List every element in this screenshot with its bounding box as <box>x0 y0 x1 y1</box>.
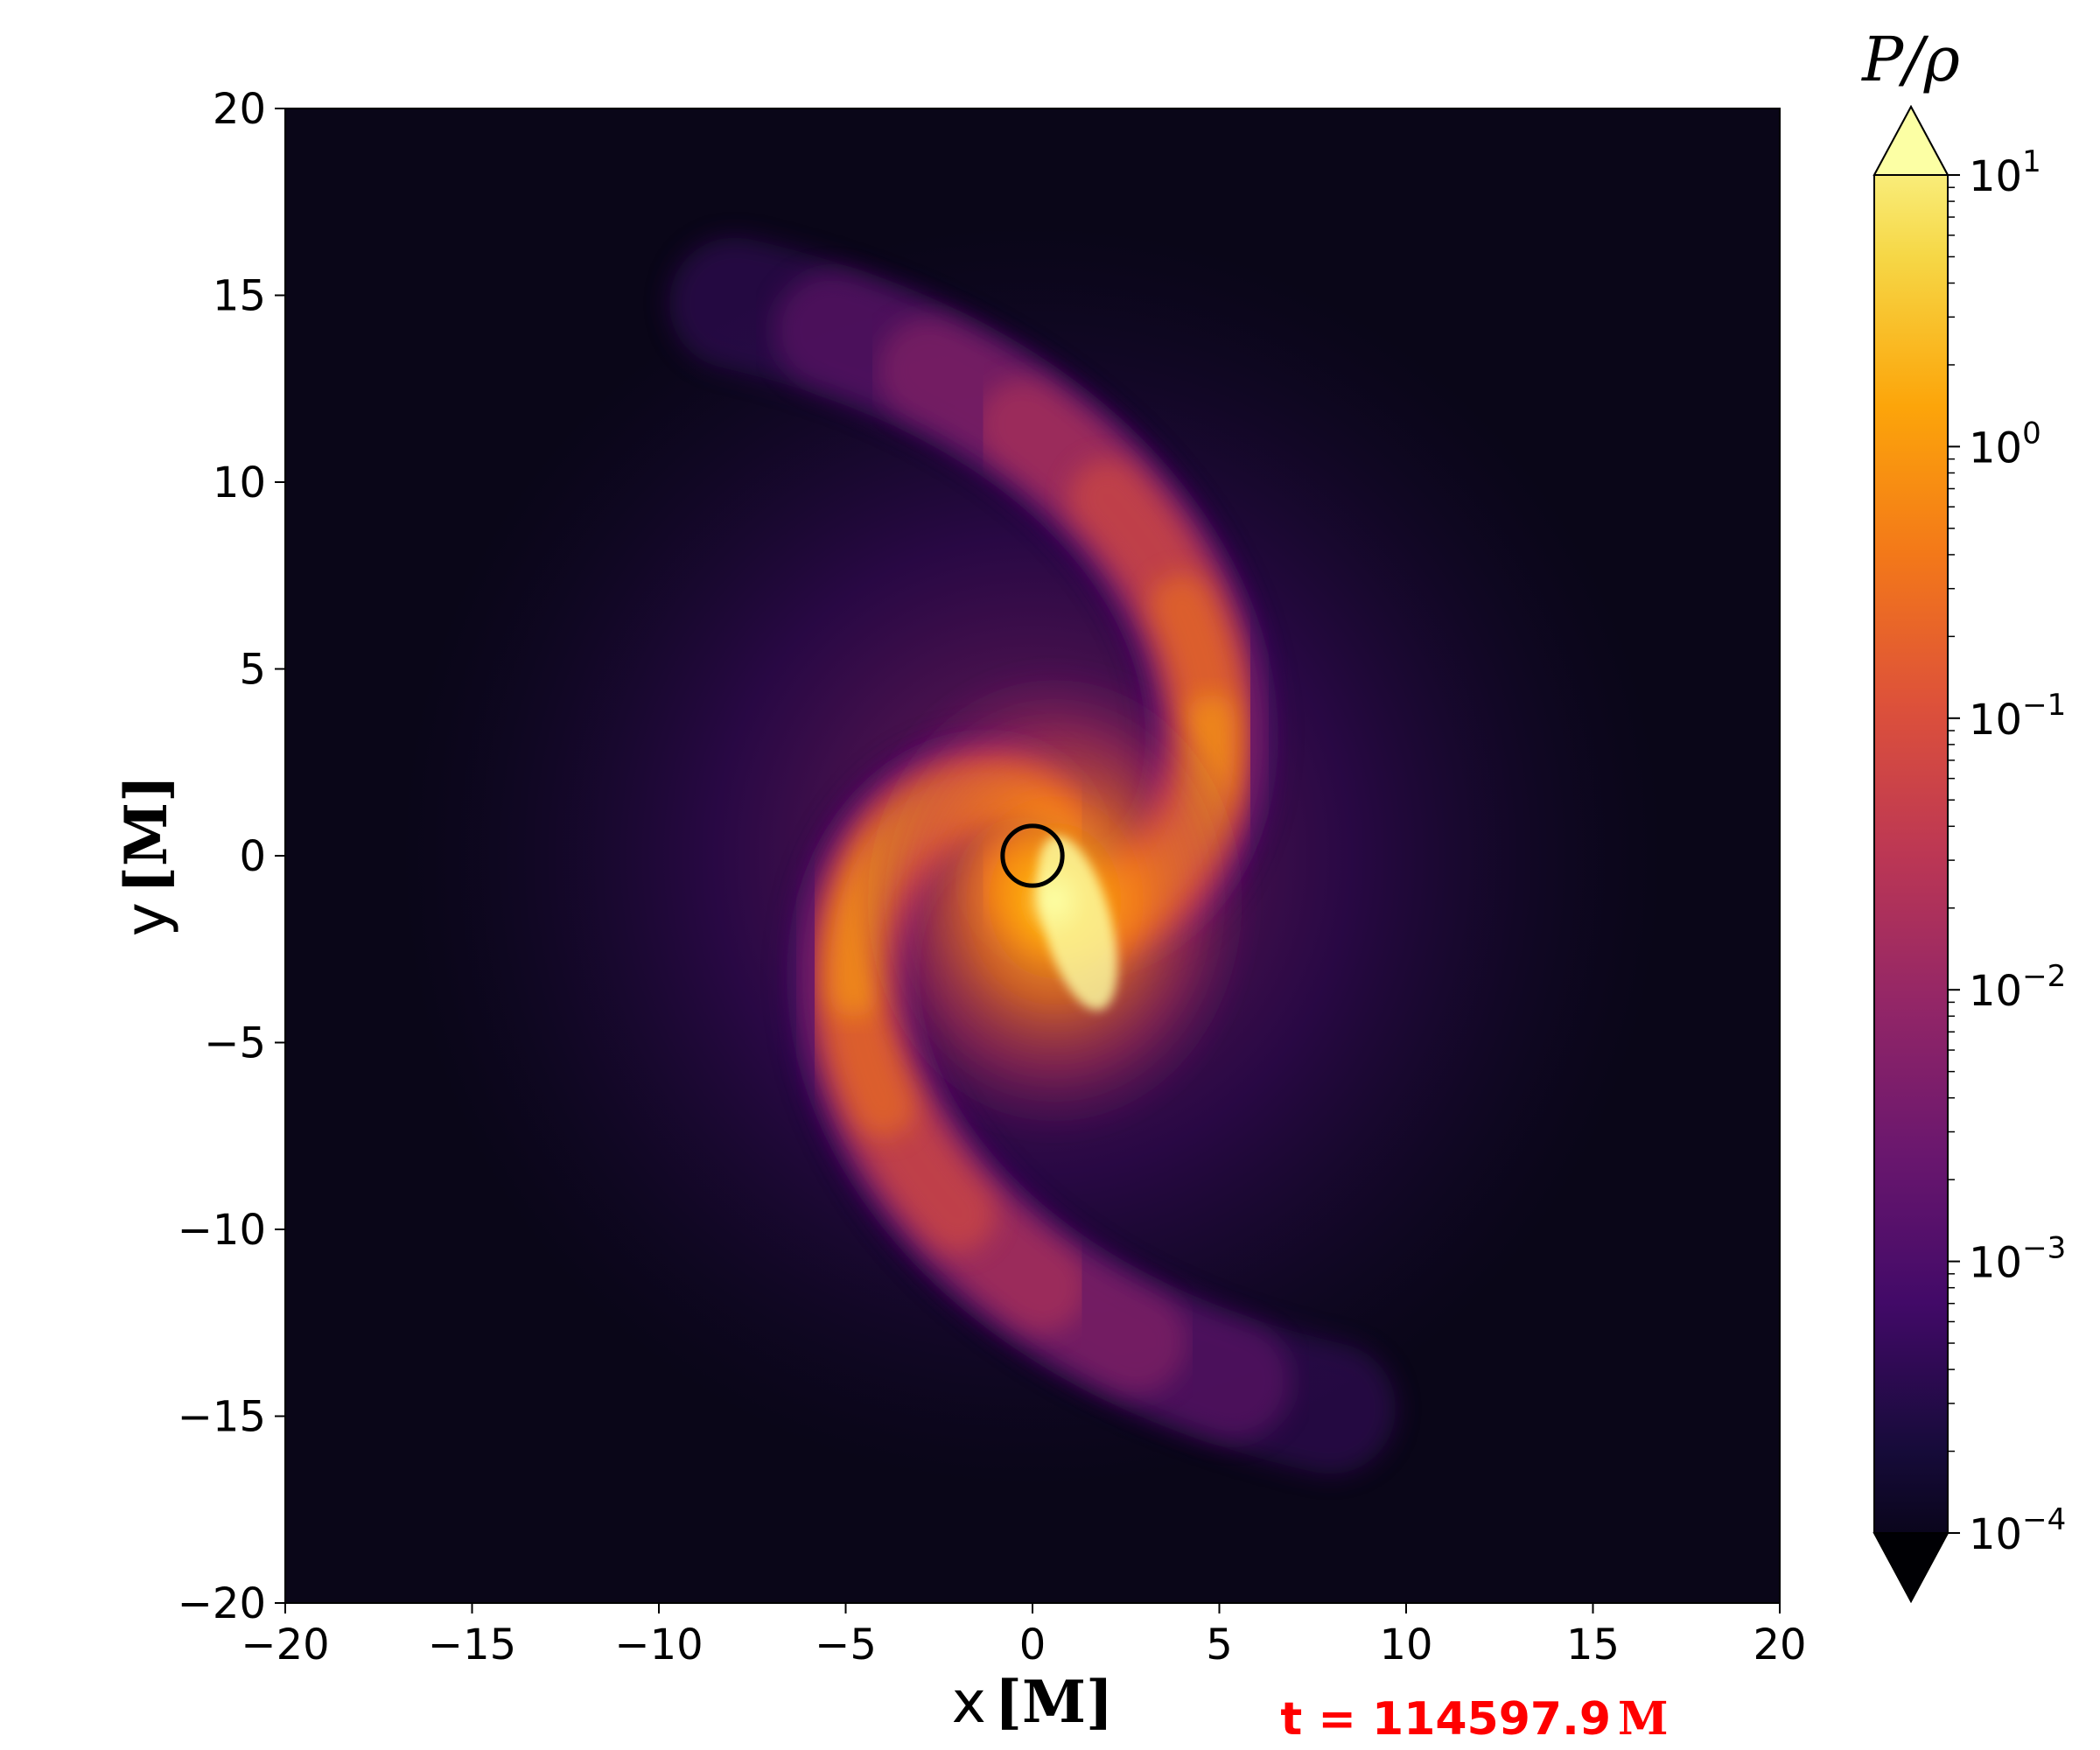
heatmap-field <box>397 220 1668 1491</box>
y-axis-title: y [M] <box>112 775 180 937</box>
y-tick-label: 15 <box>213 272 266 321</box>
colorbar-label: P/ρ <box>1860 24 1960 95</box>
time-annotation: t = 114597.9 M <box>1280 1692 1668 1746</box>
colorbar-tick-label: 10−1 <box>1969 688 2066 745</box>
colorbar-tick-label: 100 <box>1969 416 2041 472</box>
x-tick-label: 20 <box>1753 1620 1806 1670</box>
x-axis-label: x <box>952 1669 986 1736</box>
colorbar-tick-label: 10−2 <box>1969 959 2066 1016</box>
y-tick-label: 0 <box>239 832 266 881</box>
colorbar-tick-label: 101 <box>1969 144 2041 201</box>
colorbar: 101 100 10−1 10−2 10−3 10−4 P/ρ <box>1860 24 2066 1604</box>
x-tick-label: −10 <box>614 1620 703 1670</box>
x-tick-label: 15 <box>1566 1620 1620 1670</box>
colorbar-ticks: 101 100 10−1 10−2 10−3 10−4 <box>1948 144 2066 1559</box>
colorbar-tick-label: 10−3 <box>1969 1231 2066 1288</box>
x-axis-title: x [M] <box>952 1668 1114 1736</box>
plot-area <box>284 108 1781 1604</box>
horizon-circle <box>1000 823 1065 888</box>
x-tick-label: −20 <box>241 1620 329 1670</box>
colorbar-minor-ticks <box>1948 186 1955 1452</box>
x-axis-ticks: −20 −15 −10 −5 0 5 10 15 20 <box>241 1603 1807 1670</box>
y-tick-label: −20 <box>178 1579 266 1628</box>
y-tick-label: −15 <box>178 1393 266 1442</box>
colorbar-tick-label: 10−4 <box>1969 1502 2066 1559</box>
x-tick-label: 10 <box>1379 1620 1432 1670</box>
y-tick-label: 5 <box>239 646 266 695</box>
y-axis-ticks: −20 −15 −10 −5 0 5 10 15 20 <box>178 85 285 1628</box>
hot-filament <box>1037 836 1117 1011</box>
y-axis-unit: [M] <box>112 775 180 894</box>
y-tick-label: −10 <box>178 1206 266 1255</box>
time-value: t = 114597.9 <box>1280 1693 1611 1746</box>
x-tick-label: −15 <box>428 1620 516 1670</box>
colorbar-extend-high <box>1872 104 1950 176</box>
x-tick-label: 0 <box>1019 1620 1046 1670</box>
colorbar-gradient <box>1873 104 1949 1604</box>
y-tick-label: 10 <box>213 458 266 508</box>
y-tick-label: −5 <box>204 1019 266 1068</box>
time-unit: M <box>1618 1692 1669 1746</box>
x-tick-label: −5 <box>815 1620 877 1670</box>
x-axis-unit: [M] <box>995 1668 1114 1736</box>
x-tick-label: 5 <box>1206 1620 1233 1670</box>
y-axis-label: y <box>113 902 180 936</box>
y-tick-label: 20 <box>213 85 266 134</box>
colorbar-extend-low <box>1872 1532 1950 1604</box>
